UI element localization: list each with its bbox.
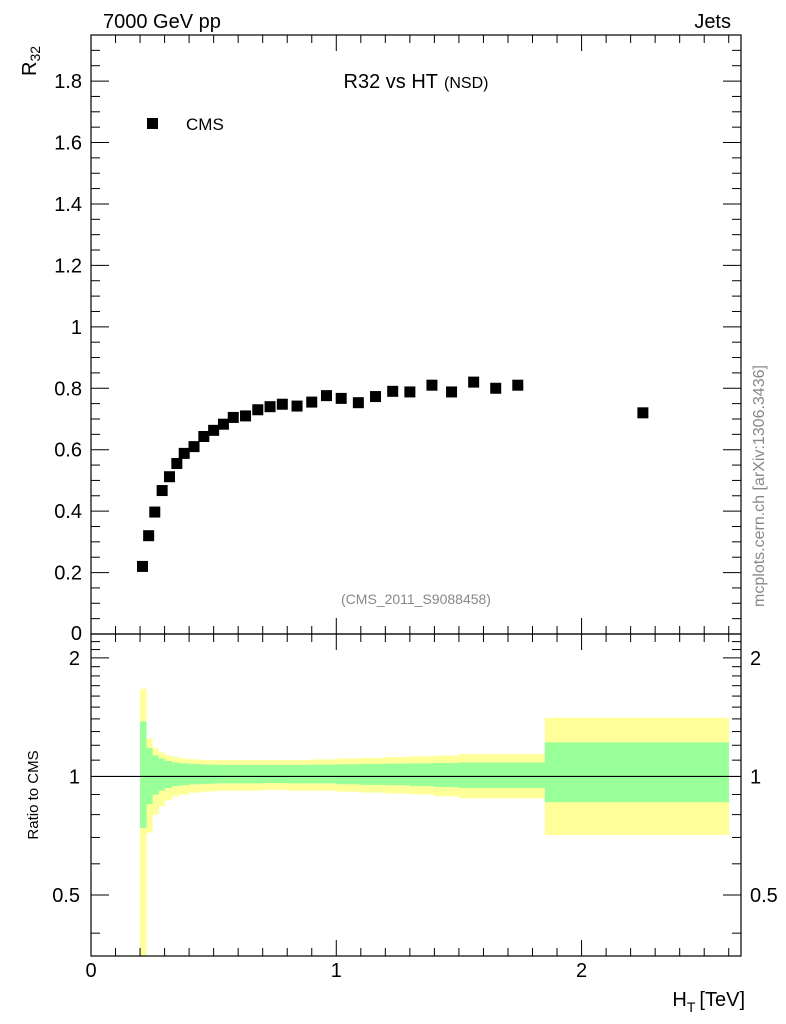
cms-data-point (156, 485, 168, 497)
ratio-y-tick-label-left: 0.5 (52, 885, 80, 907)
ratio-panel-bands (91, 688, 741, 956)
energy-label: 7000 GeV pp (103, 11, 221, 33)
cms-data-point (217, 418, 229, 430)
cms-data-point (446, 386, 458, 398)
inner-band-bin (225, 764, 239, 784)
y-tick-label: 0.4 (54, 501, 82, 523)
inner-band-bin (507, 762, 546, 788)
inner-band-bin (287, 764, 313, 784)
cms-data-point (320, 390, 332, 402)
inner-band-bin (140, 721, 147, 828)
legend-label-cms: CMS (186, 115, 224, 134)
inner-band-bin (483, 762, 509, 788)
chart-title: R32 vs HT (NSD) (344, 71, 489, 93)
y-tick-label: 1 (71, 317, 82, 339)
cms-data-point (291, 400, 303, 412)
cms-data-point (178, 447, 190, 459)
top-panel-axes: 0 0.2 0.4 0.6 0.8 1 1.2 1.4 1.6 1.8 (54, 34, 742, 645)
cms-data-point (149, 506, 161, 518)
y-axis-label-r: R (19, 62, 41, 76)
y-tick-label: 0.8 (54, 378, 82, 400)
y-tick-label: 1.6 (54, 133, 82, 155)
x-axis-label: HT [TeV] (672, 989, 745, 1015)
inner-band-bin (336, 764, 362, 785)
inner-band-bin (458, 762, 484, 788)
y-axis-label: R32 (19, 46, 43, 76)
inner-band-bin (179, 763, 190, 786)
inner-band-bin (171, 762, 180, 787)
x-tick-label: 0 (85, 960, 96, 982)
cms-data-point (188, 441, 200, 453)
cms-data-point (404, 386, 416, 398)
ratio-panel-frame (90, 633, 742, 957)
cms-data-point (468, 376, 480, 388)
cms-data-point (264, 401, 276, 413)
ratio-y-tick-label-right: 1 (750, 766, 761, 788)
cms-data-point (512, 379, 524, 391)
inner-band-bin (158, 758, 165, 791)
ratio-y-tick-label-right: 0.5 (750, 885, 778, 907)
y-axis-label-sub: 32 (27, 46, 43, 62)
cms-data-point (370, 391, 382, 403)
y-tick-label: 0.6 (54, 440, 82, 462)
analysis-id-label: (CMS_2011_S9088458) (341, 591, 491, 607)
cms-data-point (252, 404, 264, 416)
inner-band-bin (238, 764, 263, 784)
legend-marker-cms (147, 118, 158, 129)
x-axis-label-sub: T (687, 999, 696, 1015)
inner-band-bin (164, 760, 173, 788)
cms-data-point (490, 382, 502, 394)
y-tick-label: 1.4 (54, 194, 82, 216)
inner-band-bin (213, 764, 227, 784)
inner-band-bin (360, 763, 386, 785)
cms-data-point (137, 560, 149, 572)
ratio-y-tick-label-left: 2 (69, 648, 80, 670)
inner-band-bin (434, 762, 460, 788)
ratio-y-tick-label-right: 2 (750, 648, 761, 670)
inner-band-bin (201, 764, 214, 784)
chart-title-suffix: (NSD) (444, 75, 488, 92)
inner-band-bin (385, 763, 411, 786)
cms-data-point (306, 396, 318, 408)
y-tick-label: 1.2 (54, 255, 82, 277)
cms-data-point (171, 458, 183, 470)
cms-data-point (352, 397, 364, 409)
cms-data-point (227, 411, 239, 423)
chart-title-main: R32 vs HT (344, 71, 438, 93)
cms-data-point (208, 424, 220, 436)
cms-data-point (426, 379, 438, 391)
x-axis-label-main: H (672, 989, 686, 1011)
x-tick-label: 1 (331, 960, 342, 982)
cms-data-point (387, 385, 399, 397)
ratio-y-tick-label-left: 1 (69, 766, 80, 788)
inner-band-bin (152, 755, 159, 795)
top-panel-content (137, 376, 649, 572)
ratio-y-axis-label: Ratio to CMS (25, 750, 42, 839)
cms-data-point (163, 471, 175, 483)
inner-band-bin (189, 764, 202, 785)
legend: CMS (147, 115, 224, 134)
inner-band-bin (409, 763, 435, 787)
x-tick-label: 2 (576, 960, 587, 982)
cms-data-point (240, 410, 252, 422)
cms-data-point (637, 407, 649, 419)
cms-data-point (143, 530, 155, 542)
ratio-panel-axes: 0 1 2 0.5 0.5 1 1 2 2 (52, 633, 778, 982)
cms-data-point (276, 398, 288, 410)
x-axis-label-unit: [TeV] (699, 989, 745, 1011)
mcplots-source-label: mcplots.cern.ch [arXiv:1306.3436] (751, 365, 768, 607)
y-tick-label: 0 (71, 623, 82, 645)
inner-band-bin (262, 764, 288, 784)
cms-data-point (335, 392, 347, 404)
y-tick-label: 0.2 (54, 563, 82, 585)
inner-band-bin (544, 742, 730, 803)
y-tick-label: 1.8 (54, 71, 82, 93)
cms-data-point (198, 430, 210, 442)
inner-band-bin (311, 764, 337, 784)
process-label: Jets (694, 11, 731, 33)
